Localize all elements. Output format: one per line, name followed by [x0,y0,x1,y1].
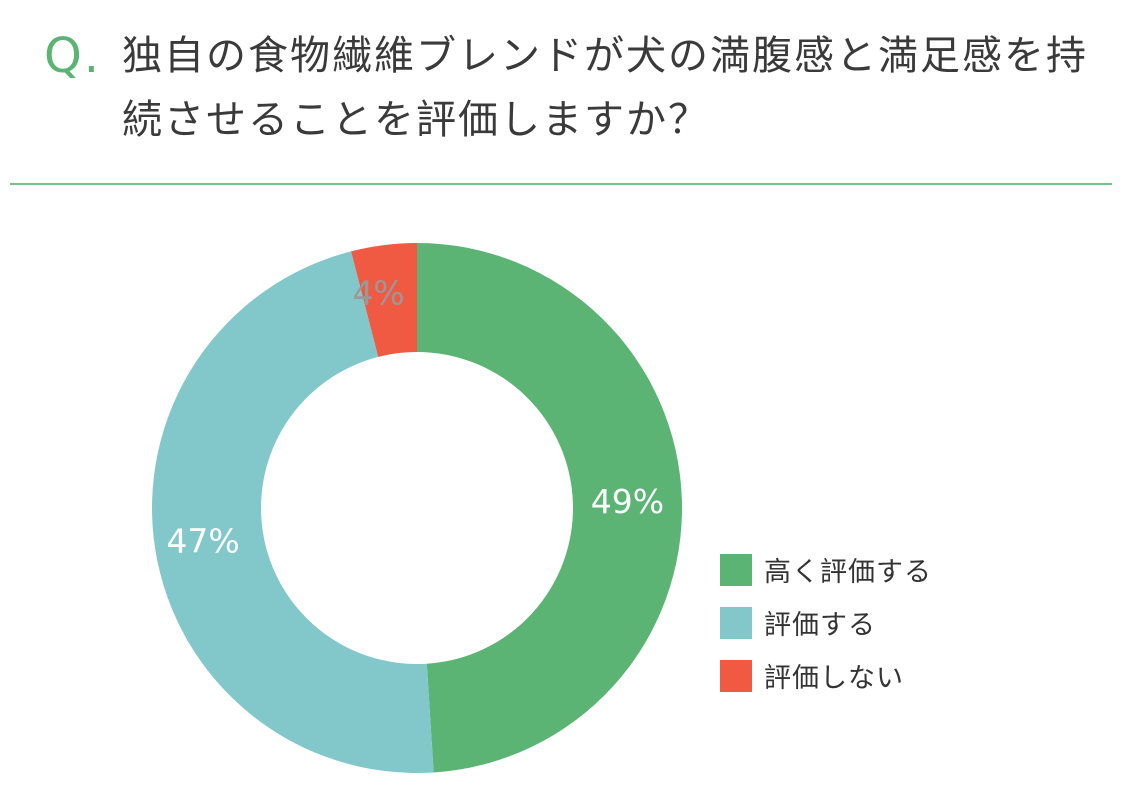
data-label-not-rate: 4% [352,274,404,313]
chart-data-labels: 49% 47% 4% [166,274,664,561]
chart-slices [151,243,683,774]
question-header: Q. 独自の食物繊維ブレンドが犬の満腹感と満足感を持続させることを評価しますか？ [0,0,1126,184]
legend-item-rate: 評価する [720,604,932,641]
slice-rate [151,251,434,774]
legend-swatch-highly-rate [720,553,752,586]
legend-label-rate: 評価する [764,610,876,641]
question-mark: Q. [44,28,102,84]
legend-item-not-rate: 評価しない [720,657,932,694]
data-label-highly-rate: 49% [591,482,664,521]
data-label-rate: 47% [166,521,239,560]
legend-swatch-not-rate [720,659,752,692]
legend-swatch-rate [720,606,752,639]
slice-highly-rate [417,243,683,773]
legend-item-highly-rate: 高く評価する [720,551,932,588]
question-text: 独自の食物繊維ブレンドが犬の満腹感と満足感を持続させることを評価しますか？ [122,33,1088,143]
slice-not-rate [351,243,417,357]
header-divider [10,183,1112,185]
chart-legend: 高く評価する 評価する 評価しない [720,551,932,710]
legend-label-highly-rate: 高く評価する [764,557,932,588]
legend-label-not-rate: 評価しない [764,663,904,694]
